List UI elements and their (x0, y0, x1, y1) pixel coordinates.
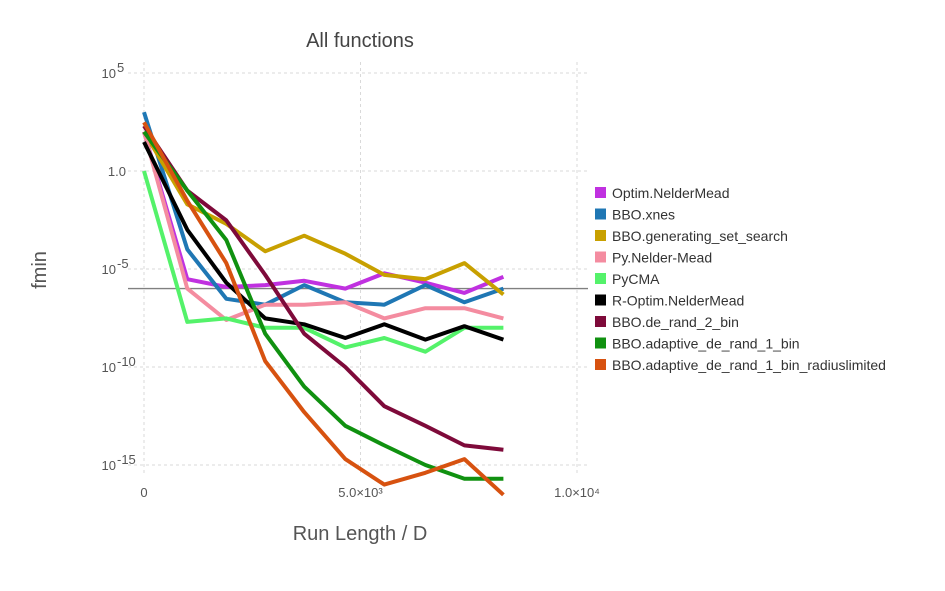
y-tick-label: 10 (102, 66, 116, 81)
series-line (142, 130, 505, 297)
legend-label: BBO.adaptive_de_rand_1_bin_radiuslimited (612, 357, 886, 373)
legend-label: Py.Nelder-Mead (612, 250, 712, 266)
x-tick-label: 1.0×10⁴ (554, 485, 600, 500)
legend-label: Optim.NelderMead (612, 185, 730, 201)
chart-title: All functions (306, 30, 414, 52)
legend-label: PyCMA (612, 271, 660, 287)
legend-label: BBO.xnes (612, 207, 675, 223)
legend-label: BBO.de_rand_2_bin (612, 314, 739, 330)
series-line (142, 170, 504, 354)
series-layer (142, 111, 505, 497)
legend: Optim.NelderMead BBO.xnes BBO.generating_s… (595, 185, 886, 373)
legend-label: BBO.generating_set_search (612, 228, 788, 244)
series-line (142, 131, 505, 295)
legend-label: BBO.adaptive_de_rand_1_bin (612, 336, 800, 352)
legend-swatch (595, 230, 606, 241)
grid-layer (128, 62, 588, 474)
legend-swatch (595, 294, 606, 306)
x-axis-title: Run Length / D (293, 523, 428, 545)
series-line (142, 124, 504, 452)
y-tick-exponent: -10 (117, 354, 136, 369)
legend-swatch (595, 273, 606, 284)
x-tick-label: 5.0×10³ (338, 485, 383, 500)
legend-swatch (595, 316, 606, 327)
legend-swatch (595, 251, 606, 263)
legend-swatch (595, 359, 606, 370)
legend-label: R-Optim.NelderMead (612, 293, 744, 309)
y-tick-exponent: -5 (117, 256, 129, 271)
y-tick-label: 10 (102, 262, 116, 277)
series-line (142, 131, 504, 322)
series-line (142, 111, 505, 307)
y-tick-exponent: 5 (117, 60, 124, 75)
series-line (142, 130, 504, 481)
series-line (142, 141, 505, 342)
legend-swatch (595, 187, 606, 198)
y-tick-label: 10 (102, 360, 116, 375)
legend-swatch (595, 208, 606, 220)
y-axis-title: fmin (29, 251, 51, 289)
legend-swatch (595, 337, 606, 349)
x-tick-label: 0 (140, 485, 147, 500)
series-line (142, 121, 505, 497)
y-tick-label: 1.0 (108, 164, 126, 179)
y-tick-label: 10 (102, 458, 116, 473)
y-tick-exponent: -15 (117, 452, 136, 467)
